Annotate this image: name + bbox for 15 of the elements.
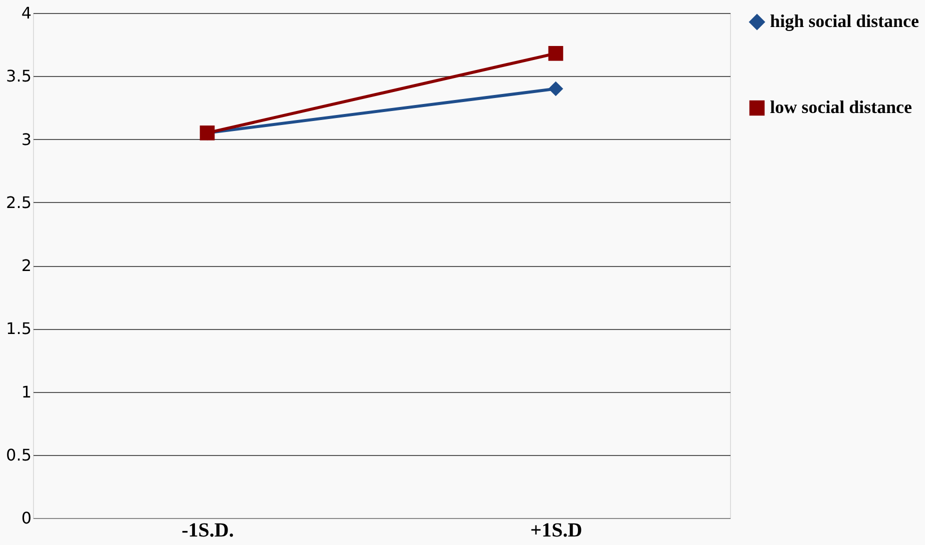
y-tick-label: 3.5	[6, 66, 32, 86]
point	[548, 81, 564, 96]
y-tick-label: 1	[21, 382, 32, 402]
y-tick-label: 4	[21, 4, 32, 22]
y-tick-label: 0.5	[6, 445, 32, 464]
y-tick-label: 2	[21, 256, 32, 275]
y-tick-label: 3	[21, 130, 32, 149]
point	[548, 46, 564, 61]
x-tick-label: +1S.D	[530, 520, 582, 542]
y-tick-label: 1.5	[6, 319, 32, 338]
y-tick-label: 2.5	[6, 192, 32, 212]
legend-label: low social distance	[770, 97, 912, 117]
y-tick-label: 0	[21, 508, 32, 528]
x-tick-label: -1S.D.	[182, 520, 234, 542]
legend-label: high social distance	[770, 11, 920, 31]
